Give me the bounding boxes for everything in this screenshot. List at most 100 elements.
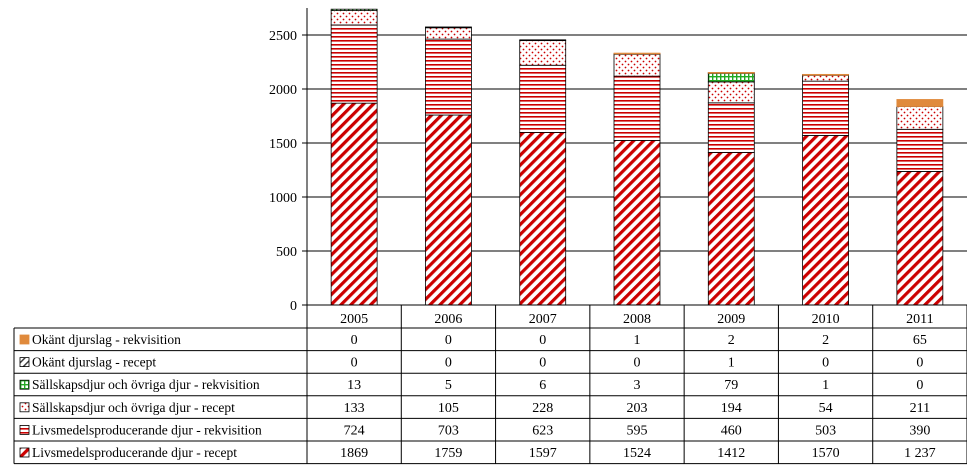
bar-segment: [425, 27, 472, 40]
data-label: 703: [438, 423, 459, 438]
data-label: 0: [634, 356, 641, 371]
bar-segment: [425, 26, 472, 29]
y-tick-label: 500: [276, 245, 297, 260]
x-tick-label: 2008: [623, 312, 651, 327]
bar-segment: [613, 52, 661, 55]
data-label: 203: [627, 401, 648, 416]
legend-key: [19, 379, 30, 390]
data-label: 2: [822, 333, 829, 348]
bar-segment: [519, 132, 567, 306]
data-label: 0: [351, 333, 358, 348]
data-label: 65: [913, 333, 927, 348]
bar-segment: [896, 106, 944, 130]
data-label: 79: [724, 378, 738, 393]
legend-label: Sällskapsdjur och övriga djur - rekvisit…: [32, 377, 260, 392]
data-label: 133: [344, 401, 365, 416]
legend-label: Sällskapsdjur och övriga djur - recept: [32, 400, 235, 415]
data-label: 1: [634, 333, 641, 348]
x-tick-label: 2007: [529, 312, 557, 327]
data-label: 0: [822, 356, 829, 371]
bar-segment: [519, 64, 567, 133]
legend-key: [19, 402, 30, 413]
data-label: 390: [909, 423, 930, 438]
bar-segment: [802, 80, 849, 136]
bar-segment: [707, 72, 755, 74]
bar-segment: [896, 99, 944, 107]
data-label: 6: [539, 378, 546, 393]
data-label: 0: [445, 333, 452, 348]
data-label: 0: [351, 356, 358, 371]
y-tick-label: 2000: [269, 83, 297, 98]
x-tick-label: 2006: [434, 312, 462, 327]
bar-segment: [330, 10, 378, 26]
data-label: 1 237: [904, 446, 936, 461]
data-label: 0: [916, 356, 923, 371]
legend-key: [19, 334, 30, 345]
bar-segment: [613, 53, 661, 77]
data-label: 623: [532, 423, 553, 438]
data-label: 105: [438, 401, 459, 416]
bar-segment: [707, 81, 755, 104]
legend-label: Okänt djurslag - recept: [32, 355, 156, 370]
data-label: 1869: [340, 446, 368, 461]
data-label: 460: [721, 423, 742, 438]
data-label: 54: [819, 401, 833, 416]
x-tick-label: 2011: [906, 312, 933, 327]
data-label: 1: [822, 378, 829, 393]
x-tick-label: 2009: [717, 312, 745, 327]
data-label: 1: [728, 356, 735, 371]
data-label: 0: [539, 333, 546, 348]
bar-segment: [425, 114, 472, 306]
data-label: 2: [728, 333, 735, 348]
x-tick-label: 2005: [340, 312, 368, 327]
y-tick-label: 0: [290, 299, 297, 314]
bar-segment: [896, 128, 944, 172]
data-label: 1524: [623, 446, 651, 461]
data-label: 1597: [529, 446, 557, 461]
bar-segment: [519, 39, 567, 42]
bar-segment: [330, 102, 378, 306]
data-label: 724: [344, 423, 365, 438]
y-tick-label: 2500: [269, 29, 297, 44]
legend-key: [19, 447, 30, 458]
data-label: 228: [532, 401, 553, 416]
bar-segment: [613, 140, 661, 306]
data-label: 194: [721, 401, 742, 416]
axes: 0 500 1000 1500 2000 2500: [269, 8, 308, 314]
x-tick-label: 2010: [812, 312, 840, 327]
bar-segment: [425, 38, 472, 116]
legend-key: [19, 357, 30, 368]
data-label: 595: [627, 423, 648, 438]
bar-segment: [707, 152, 755, 306]
bar-segment: [519, 40, 567, 66]
data-label: 0: [916, 378, 923, 393]
data-label: 13: [347, 378, 361, 393]
bar-segment: [707, 72, 755, 83]
bar-segment: [802, 74, 849, 82]
data-label: 1570: [812, 446, 840, 461]
bar-segment: [802, 135, 849, 306]
data-label: 3: [634, 378, 641, 393]
bar-segment: [330, 24, 378, 104]
data-label: 0: [445, 356, 452, 371]
y-tick-label: 1500: [269, 137, 297, 152]
data-label: 1412: [717, 446, 745, 461]
bar-segment: [707, 102, 755, 153]
y-tick-label: 1000: [269, 191, 297, 206]
data-label: 503: [815, 423, 836, 438]
bars: [330, 8, 944, 306]
bar-segment: [896, 171, 944, 306]
data-label: 0: [539, 356, 546, 371]
legend-label: Livsmedelsproducerande djur - recept: [32, 445, 237, 460]
bar-segment: [802, 73, 849, 76]
legend-label: Livsmedelsproducerande djur - rekvisitio…: [32, 422, 262, 437]
bar-segment: [613, 75, 661, 141]
data-label: 1759: [434, 446, 462, 461]
legend-label: Okänt djurslag - rekvisition: [32, 332, 181, 347]
bar-segment: [330, 8, 378, 11]
legend-key: [19, 424, 30, 435]
data-label: 5: [445, 378, 452, 393]
data-label: 211: [910, 401, 930, 416]
